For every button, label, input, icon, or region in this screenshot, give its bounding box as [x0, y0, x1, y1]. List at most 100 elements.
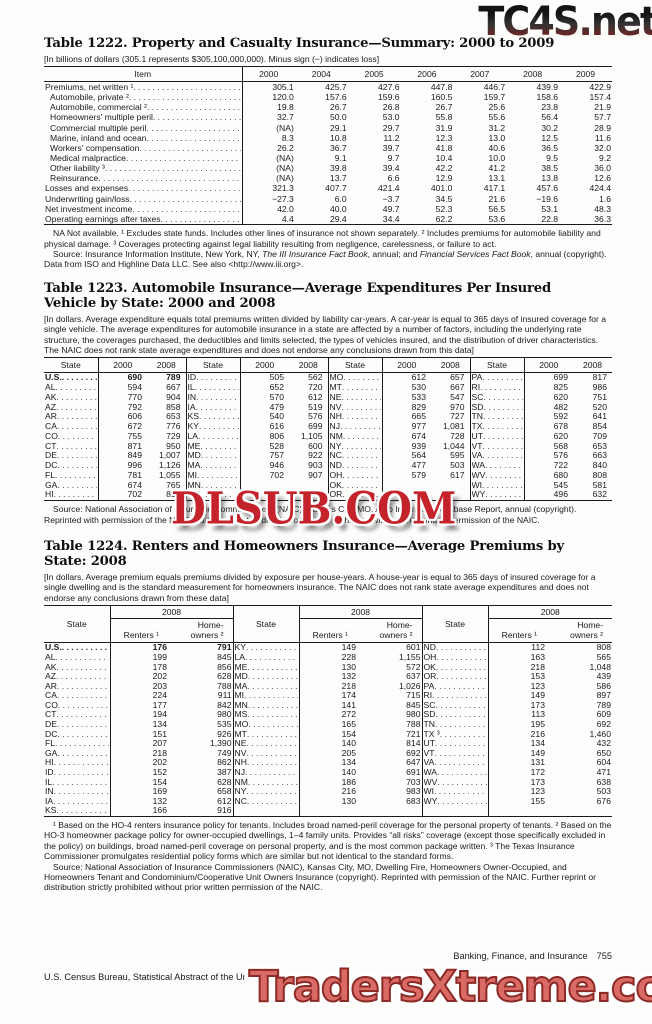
- cell-value: 165: [341, 720, 356, 730]
- row-label: ID: [44, 768, 111, 778]
- watermark-tradersxtreme: TradersXtreme.com: [248, 961, 652, 1013]
- cell-value: 907: [289, 470, 329, 481]
- cell-value: 160.5: [430, 92, 453, 103]
- column-header-state: State: [233, 605, 300, 644]
- row-label: MD: [233, 672, 300, 682]
- cell-value: 1.6: [599, 193, 611, 204]
- cell-value: 224: [152, 691, 167, 701]
- cell-value: 683: [357, 796, 423, 807]
- table-1224-section: Table 1224. Renters and Homeowners Insur…: [44, 539, 612, 893]
- row-label: [422, 806, 489, 817]
- cell-value: 446.7: [483, 81, 506, 92]
- cell-value: 562: [289, 372, 329, 384]
- row-label: CO: [44, 431, 99, 442]
- column-header-state: State: [44, 605, 111, 644]
- cell-value: 178: [152, 662, 167, 672]
- cell-value: 572: [357, 662, 423, 673]
- row-label: VA: [422, 758, 489, 769]
- cell-value: 565: [596, 652, 611, 662]
- cell-value: 721: [357, 729, 423, 740]
- cell-value: 40.6: [488, 142, 506, 153]
- cell-value: 439: [596, 672, 611, 682]
- row-label: WA: [422, 768, 489, 778]
- cell-value: 665: [411, 412, 426, 422]
- row-label: TN: [470, 412, 525, 423]
- cell-value: 581: [592, 480, 607, 490]
- cell-value: 680: [553, 470, 568, 480]
- row-label: AL: [44, 652, 111, 663]
- cell-value: 123: [530, 681, 545, 691]
- cell-value: 520: [592, 402, 607, 412]
- cell-value: −3.7: [382, 193, 400, 204]
- cell-value: 658: [168, 787, 234, 797]
- cell-value: 638: [596, 777, 611, 787]
- table-row: Workers' compensation 26.2 36.7 39.7 41.8 40.…: [44, 142, 612, 153]
- cell-value: 672: [127, 422, 142, 432]
- watermark-dlsub: DLSUB.COM: [171, 482, 457, 535]
- column-header-state: State: [44, 357, 99, 374]
- cell-value: 703: [357, 777, 423, 788]
- cell-value: 149: [341, 642, 356, 653]
- row-label: Automobile, commercial ²: [44, 102, 243, 113]
- cell-value: 533: [411, 392, 426, 402]
- table-row: Automobile, commercial ² 19.8 26.7 26.8 26.7…: [44, 102, 612, 113]
- cell-value: 26.8: [382, 102, 400, 113]
- row-label: VT: [422, 748, 489, 759]
- cell-value: 40.0: [329, 203, 347, 214]
- cell-value: 417.1: [483, 183, 506, 194]
- cell-value: 690: [127, 372, 142, 383]
- row-label: MO: [328, 372, 383, 384]
- cell-value: 862: [168, 758, 234, 769]
- row-label: Homeowners' multiple peril: [44, 112, 243, 123]
- row-label: NJ: [328, 422, 383, 432]
- row-label: CT: [44, 441, 99, 452]
- table-row: Marine, inland and ocean 8.3 10.8 11.2 12.3 1…: [44, 132, 612, 143]
- row-label: OH: [422, 652, 489, 663]
- cell-value: 6.0: [334, 193, 347, 204]
- row-label: MS: [233, 710, 300, 721]
- table-row: Premiums, net written ¹ 305.1 425.7 427.6 44…: [44, 81, 612, 93]
- cell-value: 699: [289, 422, 329, 432]
- cell-value: 720: [289, 383, 329, 393]
- row-label: SC: [470, 392, 525, 403]
- cell-value: 13.1: [488, 173, 506, 184]
- cell-value: 628: [168, 777, 234, 788]
- column-header-2000: 2000: [382, 357, 431, 374]
- column-header-year: 2000: [242, 65, 295, 82]
- cell-value: 140: [341, 739, 356, 749]
- table-1224-source: Source: National Association of Insuranc…: [44, 861, 596, 893]
- cell-value: 897: [596, 691, 611, 701]
- cell-value: 166: [152, 806, 167, 816]
- cell-value: 41.2: [488, 163, 506, 174]
- row-label: MN: [186, 480, 241, 491]
- cell-value: 530: [411, 383, 426, 393]
- cell-value: 579: [411, 470, 426, 480]
- column-header-2008: 2008: [573, 357, 612, 374]
- row-label: VA: [470, 451, 525, 462]
- cell-value: 28.9: [594, 122, 611, 133]
- cell-value: 155: [530, 796, 545, 806]
- row-label: AR: [44, 681, 111, 692]
- table-1222-unit-note: [In billions of dollars (305.1 represent…: [44, 53, 380, 64]
- cell-value: 11.2: [383, 132, 400, 143]
- column-header-year: 2009: [559, 65, 612, 82]
- row-label: NE: [328, 392, 383, 403]
- row-label: MN: [233, 700, 300, 711]
- cell-value: 56.4: [541, 112, 559, 123]
- cell-value: 21.6: [488, 193, 506, 204]
- row-label: WY: [422, 796, 489, 807]
- cell-value: 36.5: [541, 142, 559, 153]
- table-1223-title: Table 1223. Automobile Insurance—Average…: [44, 281, 612, 312]
- cell-value: 13.0: [488, 132, 506, 143]
- watermark-tc4s: TC4S.net: [478, 0, 652, 44]
- row-label: NC: [328, 451, 383, 462]
- table-row: Net investment income 42.0 40.0 49.7 52.3 56.…: [44, 203, 612, 214]
- cell-value: 159.6: [378, 92, 400, 103]
